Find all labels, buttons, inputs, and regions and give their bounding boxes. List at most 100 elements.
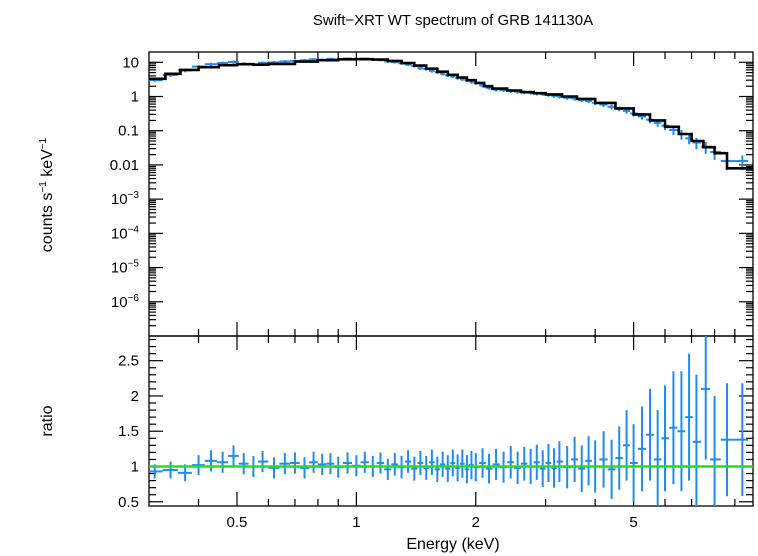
ratio-data-point xyxy=(551,448,557,488)
y-tick-label: 10−6 xyxy=(111,293,140,311)
ratio-data-point xyxy=(279,453,290,475)
ratio-data-point xyxy=(661,385,670,492)
ratio-data-point xyxy=(479,448,486,478)
x-tick-label: 2 xyxy=(472,514,480,531)
y-tick-label: 2 xyxy=(131,388,139,405)
spectrum-data-point xyxy=(417,66,424,70)
ratio-data-point xyxy=(520,446,528,481)
ratio-data-point xyxy=(485,453,493,484)
ratio-data-point xyxy=(630,424,638,502)
ratio-data-point xyxy=(216,451,229,473)
ratio-data-point xyxy=(734,383,749,497)
ratio-data-point xyxy=(404,450,412,473)
ratio-data-point xyxy=(615,426,623,490)
spectrum-data-point xyxy=(279,60,290,63)
ratio-ticks xyxy=(149,336,753,506)
ratio-data-point xyxy=(417,450,424,475)
ratio-data-point xyxy=(268,457,280,479)
spectrum-data-point xyxy=(607,104,616,110)
ratio-data-point xyxy=(622,410,631,481)
ratio-data-point xyxy=(585,436,592,486)
ratio-panel: 0.5 1 1.5 2 2.5 0.5 1 2 5 ratio Energy (keV) xyxy=(39,335,754,553)
ratio-data-point xyxy=(238,453,249,475)
ratio-y-tick-labels: 0.5 1 1.5 2 2.5 xyxy=(118,353,139,511)
ratio-data-point xyxy=(445,455,451,483)
ratio-data-point xyxy=(677,371,686,492)
ratio-data-point xyxy=(469,450,474,480)
ylabel-kev: keV xyxy=(39,149,56,181)
ratio-data-point xyxy=(289,452,300,474)
ratio-data-point xyxy=(455,454,460,482)
ylabel-counts: counts s xyxy=(39,193,56,253)
ratio-data-point xyxy=(257,450,269,473)
y-tick-label: 0.5 xyxy=(118,494,139,511)
ratio-data-point xyxy=(692,374,702,506)
spectrum-data-point xyxy=(228,60,239,64)
ratio-x-tick-labels: 0.5 1 2 5 xyxy=(227,514,638,531)
x-tick-label: 1 xyxy=(352,514,360,531)
ratio-data-point xyxy=(459,449,465,478)
ratio-data-point xyxy=(556,441,564,483)
x-tick-label: 5 xyxy=(629,514,637,531)
ratio-data-point xyxy=(204,450,217,472)
spectrum-y-axis-label: counts s−1 keV−1 xyxy=(38,137,56,252)
ratio-data-point xyxy=(720,383,735,497)
ratio-data-points xyxy=(149,336,749,506)
y-tick-label: 10−5 xyxy=(111,259,140,277)
ratio-data-point xyxy=(391,453,399,476)
ratio-data-point xyxy=(326,453,335,475)
y-tick-label: 10−4 xyxy=(111,224,140,242)
ratio-data-point xyxy=(376,452,385,474)
ratio-data-point xyxy=(162,461,178,479)
chart-title: Swift−XRT WT spectrum of GRB 141130A xyxy=(313,12,593,29)
ratio-data-point xyxy=(423,455,430,480)
y-tick-label: 1 xyxy=(131,89,139,106)
ratio-data-point xyxy=(637,406,647,492)
y-tick-label: 0.01 xyxy=(110,157,139,174)
ratio-data-point xyxy=(545,443,552,483)
ratio-data-point xyxy=(514,451,521,485)
ratio-data-point xyxy=(685,353,693,481)
spectrum-data-point xyxy=(309,58,318,61)
ratio-data-point xyxy=(191,455,205,475)
spectrum-data-point xyxy=(204,62,217,66)
ratio-data-point xyxy=(607,439,616,499)
ratio-data-point xyxy=(464,455,470,484)
ratio-data-point xyxy=(439,451,446,478)
ratio-data-point xyxy=(653,410,662,506)
y-tick-label: 10 xyxy=(122,54,139,71)
ratio-data-point xyxy=(701,336,711,460)
spectrum-frame xyxy=(148,51,754,337)
x-tick-label: 0.5 xyxy=(227,514,248,531)
ratio-data-point xyxy=(539,450,546,487)
ratio-data-point xyxy=(492,448,500,480)
spectrum-ticks xyxy=(149,52,753,336)
ratio-data-point xyxy=(578,445,586,492)
ylabel-exp2: −1 xyxy=(38,137,49,149)
ylabel-exp1: −1 xyxy=(38,181,49,193)
ratio-data-point xyxy=(228,445,239,467)
y-tick-label: 10−3 xyxy=(111,190,140,208)
ratio-data-point xyxy=(317,453,327,475)
ratio-data-point xyxy=(599,431,608,488)
ratio-data-point xyxy=(299,457,310,479)
y-tick-label: 2.5 xyxy=(118,353,139,370)
ratio-y-axis-label: ratio xyxy=(39,405,56,436)
ratio-data-point xyxy=(342,452,352,474)
spectrum-model-curve xyxy=(149,57,753,170)
y-tick-label: 1.5 xyxy=(118,423,139,440)
ratio-data-point xyxy=(570,436,579,483)
ratio-data-point xyxy=(384,458,392,480)
ratio-data-point xyxy=(507,446,515,479)
ratio-data-point xyxy=(309,451,318,473)
ratio-data-point xyxy=(411,456,418,481)
y-tick-label: 1 xyxy=(131,458,139,475)
ratio-frame xyxy=(148,335,754,507)
spectrum-y-tick-labels: 10 1 0.1 0.01 10−3 10−4 10−5 10−6 xyxy=(110,54,140,310)
ratio-data-point xyxy=(429,449,435,475)
ratio-data-point xyxy=(533,444,540,480)
ratio-data-point xyxy=(450,449,456,477)
ratio-data-point xyxy=(710,395,721,506)
